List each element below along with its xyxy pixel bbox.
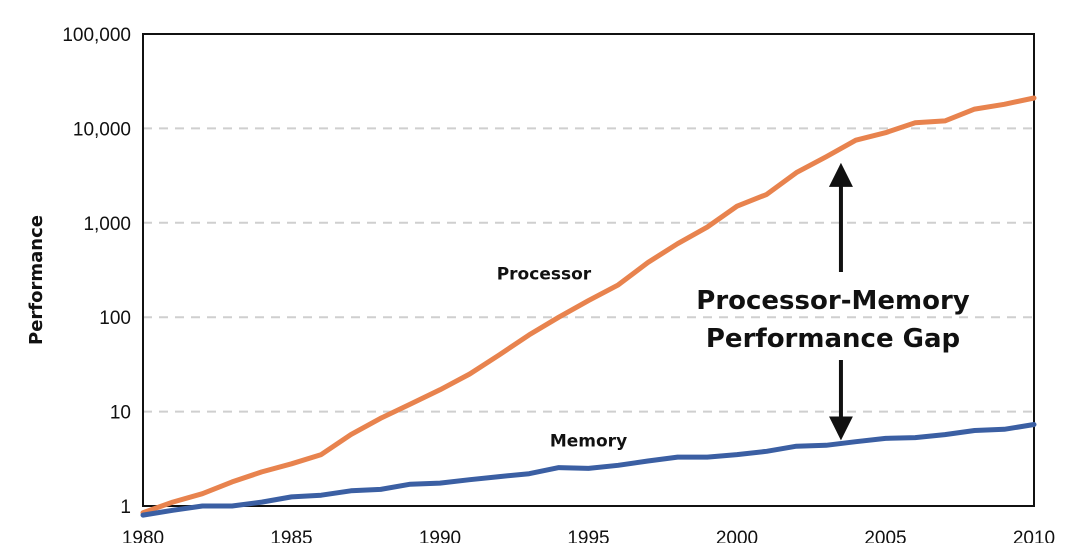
gap-annotation-line1: Processor-Memory bbox=[696, 286, 969, 316]
x-tick-label: 1995 bbox=[567, 528, 609, 543]
memory-line bbox=[140, 422, 1037, 518]
processor-line bbox=[140, 95, 1037, 516]
series-lines bbox=[140, 95, 1037, 518]
x-tick-label: 2005 bbox=[864, 528, 906, 543]
y-tick-label: 100 bbox=[99, 308, 131, 329]
x-tick-label: 1980 bbox=[122, 528, 164, 543]
memory-series-label: Memory bbox=[550, 431, 627, 451]
processor-series-label: Processor bbox=[497, 264, 592, 284]
y-tick-label: 100,000 bbox=[62, 25, 131, 46]
y-tick-label: 1,000 bbox=[83, 214, 131, 235]
axis-ticks: 1 10 100 1,000 10,000 100,000 1980 1985 1990 1995… bbox=[62, 25, 1055, 543]
x-tick-label: 1985 bbox=[270, 528, 312, 543]
x-tick-label: 2000 bbox=[716, 528, 758, 543]
gap-annotation-line2: Performance Gap bbox=[706, 324, 960, 354]
y-tick-label: 1 bbox=[120, 497, 131, 518]
grid-lines bbox=[143, 127, 1034, 413]
plot-frame bbox=[142, 33, 1035, 507]
x-tick-label: 1990 bbox=[419, 528, 461, 543]
y-axis-label: Performance bbox=[26, 215, 47, 345]
y-tick-label: 10 bbox=[110, 403, 131, 424]
x-tick-label: 2010 bbox=[1013, 528, 1055, 543]
y-tick-label: 10,000 bbox=[73, 119, 131, 140]
